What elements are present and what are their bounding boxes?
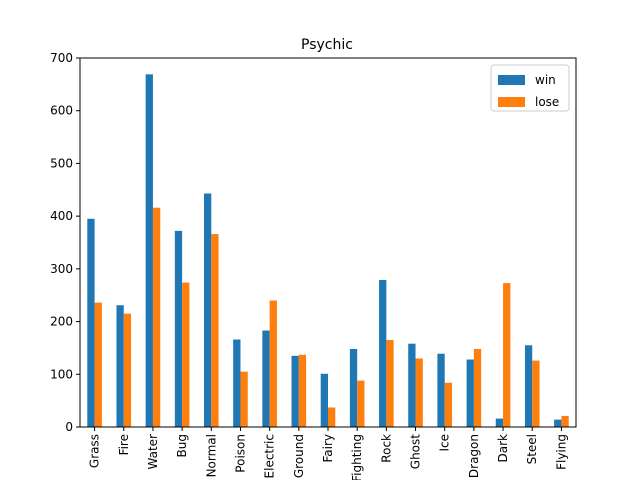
bar-win-fighting	[349, 348, 358, 427]
bar-lose-steel	[532, 360, 540, 427]
bar-win-fire	[116, 305, 124, 427]
x-tick-label-group: Dark	[496, 434, 510, 463]
x-tick-label-group: Fighting	[350, 434, 364, 480]
x-tick-label: Electric	[263, 434, 277, 478]
bar-lose-ice	[444, 382, 452, 427]
x-tick-label: Normal	[204, 434, 218, 477]
bar-win-steel	[524, 345, 533, 427]
legend-label-lose: lose	[535, 95, 559, 109]
bar-win-fairy	[320, 373, 328, 427]
plot-frame	[79, 57, 577, 428]
x-tick-label-group: Ghost	[409, 434, 423, 469]
y-tick-label: 600	[50, 104, 73, 118]
x-tick-label-group: Water	[146, 434, 160, 470]
bar-win-ghost	[408, 343, 416, 427]
x-tick-label: Fighting	[350, 434, 364, 480]
x-tick-label: Ice	[438, 434, 452, 452]
bar-win-dragon	[466, 359, 474, 427]
x-tick-label: Steel	[525, 434, 539, 464]
bar-win-ground	[291, 355, 299, 427]
bar-win-ice	[437, 353, 445, 427]
legend-swatch-lose	[498, 97, 525, 107]
y-tick-label: 200	[50, 315, 73, 329]
bar-lose-fighting	[357, 380, 365, 427]
x-tick-label-group: Normal	[204, 434, 218, 477]
x-tick-label-group: Fairy	[321, 434, 335, 463]
bar-win-grass	[87, 218, 95, 427]
bar-lose-water	[152, 207, 161, 427]
y-tick-label: 500	[50, 156, 73, 170]
legend-label-win: win	[535, 73, 556, 87]
bar-lose-fire	[123, 313, 132, 427]
x-tick-label: Poison	[233, 434, 247, 473]
legend-swatch-win	[498, 75, 525, 85]
x-tick-label: Dragon	[467, 434, 481, 478]
x-tick-label: Fairy	[321, 434, 335, 463]
bar-win-flying	[554, 419, 562, 427]
y-axis: 0 100 200 300 400 500 600 700	[50, 51, 80, 434]
y-tick-label: 400	[50, 209, 73, 223]
y-tick-label: 100	[50, 367, 73, 381]
bar-win-electric	[262, 330, 270, 427]
x-tick-label: Dark	[496, 434, 510, 463]
bar-lose-normal	[211, 234, 219, 427]
y-tick-label: 0	[65, 420, 73, 434]
bars-layer	[87, 74, 569, 427]
x-tick-label-group: Steel	[525, 434, 539, 464]
x-tick-label-group: Grass	[88, 434, 102, 468]
x-tick-label: Flying	[554, 434, 568, 470]
legend: win lose	[490, 64, 570, 112]
bar-win-water	[145, 74, 153, 427]
bar-lose-poison	[240, 371, 248, 427]
bar-lose-rock	[386, 340, 394, 427]
bar-lose-grass	[94, 302, 102, 427]
x-tick-label-group: Electric	[263, 434, 277, 478]
bar-lose-dragon	[473, 348, 482, 427]
x-axis: Grass Fire Water Bug Normal Poison Electric Gro…	[88, 427, 568, 480]
bar-lose-ground	[298, 354, 307, 427]
x-tick-label: Fire	[117, 434, 131, 455]
bar-lose-electric	[269, 300, 277, 427]
x-tick-label: Ghost	[409, 434, 423, 469]
x-tick-label: Ground	[292, 434, 306, 478]
bar-lose-fairy	[328, 407, 336, 427]
bar-lose-bug	[182, 282, 190, 427]
x-tick-label-group: Flying	[554, 434, 568, 470]
x-tick-label: Water	[146, 434, 160, 470]
y-tick-label: 300	[50, 262, 73, 276]
x-tick-label-group: Rock	[379, 434, 393, 463]
bar-win-rock	[379, 279, 387, 427]
bar-lose-dark	[503, 283, 511, 427]
x-tick-label: Grass	[88, 434, 102, 468]
bar-win-bug	[174, 230, 183, 427]
x-tick-label-group: Ice	[438, 434, 452, 452]
bar-lose-ghost	[415, 358, 423, 427]
bar-win-normal	[204, 193, 212, 427]
x-tick-label-group: Bug	[175, 434, 189, 457]
bar-win-poison	[233, 339, 241, 427]
bar-lose-flying	[561, 415, 569, 427]
y-tick-label: 700	[50, 51, 73, 65]
x-tick-label-group: Fire	[117, 434, 131, 455]
x-tick-label: Rock	[379, 434, 393, 463]
x-tick-label-group: Dragon	[467, 434, 481, 478]
x-tick-label-group: Poison	[233, 434, 247, 473]
x-tick-label: Bug	[175, 434, 189, 457]
chart-title: Psychic	[301, 37, 353, 53]
x-tick-label-group: Ground	[292, 434, 306, 478]
bar-win-dark	[495, 418, 504, 427]
